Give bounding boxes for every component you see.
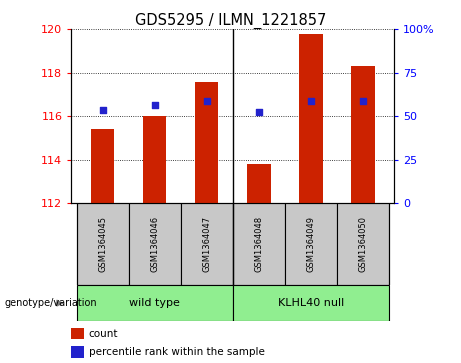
Bar	[71, 346, 84, 358]
Bar	[77, 203, 129, 285]
Bar	[247, 164, 271, 203]
Text: KLHL40 null: KLHL40 null	[278, 298, 344, 308]
Text: GSM1364045: GSM1364045	[98, 216, 107, 272]
Bar	[181, 203, 233, 285]
Text: count: count	[89, 329, 118, 339]
Point	[307, 98, 314, 104]
Bar	[71, 328, 84, 339]
Text: GSM1364048: GSM1364048	[254, 216, 263, 272]
Point	[255, 109, 262, 115]
Bar	[351, 66, 375, 203]
Point	[203, 98, 211, 104]
Bar	[285, 203, 337, 285]
Text: GSM1364050: GSM1364050	[358, 216, 367, 272]
Bar	[233, 285, 389, 321]
Bar	[233, 203, 285, 285]
Bar	[91, 129, 114, 203]
Point	[151, 102, 159, 108]
Text: GSM1364046: GSM1364046	[150, 216, 159, 272]
Bar	[337, 203, 389, 285]
Text: wild type: wild type	[129, 298, 180, 308]
Text: genotype/variation: genotype/variation	[5, 298, 97, 308]
Text: GDS5295 / ILMN_1221857: GDS5295 / ILMN_1221857	[135, 13, 326, 29]
Text: GSM1364049: GSM1364049	[307, 216, 315, 272]
Text: percentile rank within the sample: percentile rank within the sample	[89, 347, 265, 357]
Bar	[299, 34, 323, 203]
Point	[359, 98, 366, 104]
Text: GSM1364047: GSM1364047	[202, 216, 211, 272]
Bar	[129, 203, 181, 285]
Bar	[143, 116, 166, 203]
Point	[99, 107, 106, 113]
Bar	[195, 82, 219, 203]
Bar	[77, 285, 233, 321]
